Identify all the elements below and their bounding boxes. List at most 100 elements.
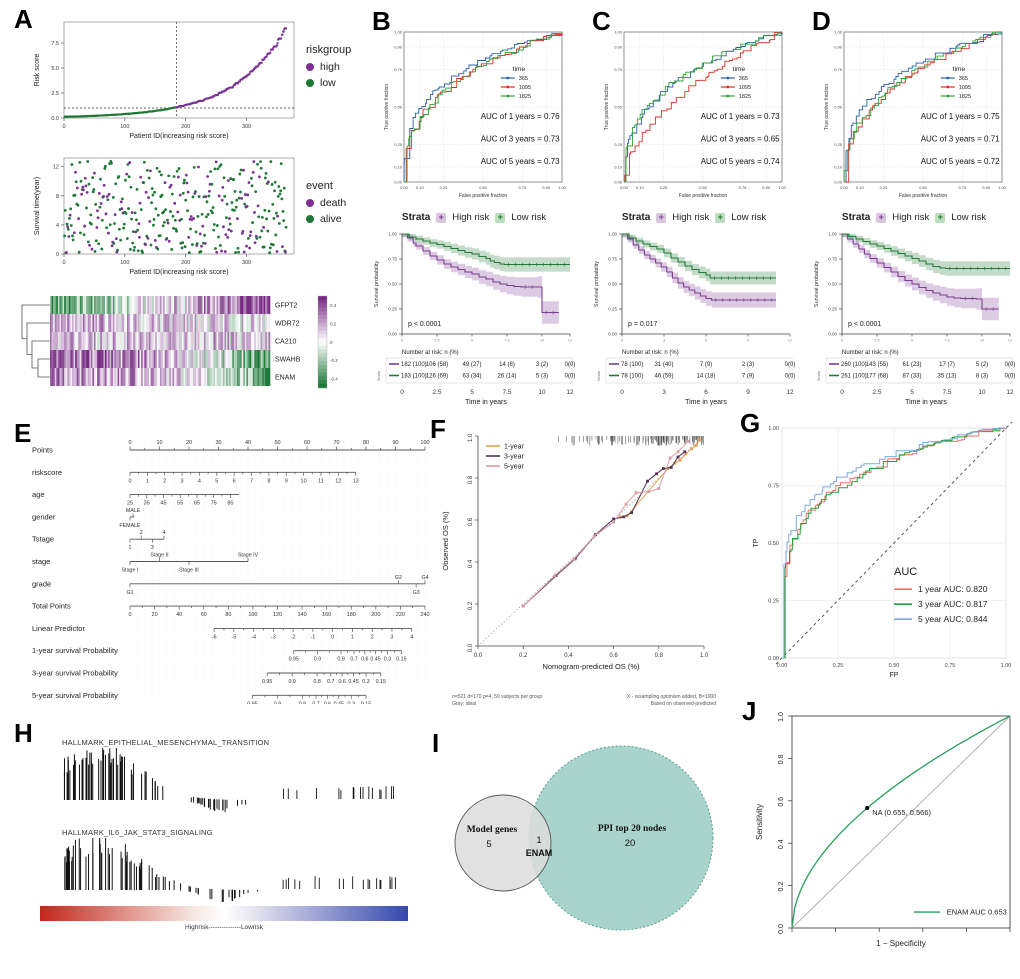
svg-text:Model genes: Model genes [467,825,518,835]
svg-text:0.00: 0.00 [394,180,403,185]
svg-text:TP: TP [753,538,760,547]
death-dot [306,199,314,207]
riskgroup-legend: riskgroup high low [306,44,351,91]
svg-text:365: 365 [739,76,748,82]
svg-text:0.75: 0.75 [388,257,397,262]
svg-text:0.50: 0.50 [699,185,708,190]
svg-text:2.5: 2.5 [51,91,59,97]
gsea-set2-title: HALLMARK_IL6_JAK_STAT3_SIGNALING [62,828,213,837]
svg-text:G2: G2 [395,575,402,581]
strata-title: Strata [401,212,431,223]
svg-text:0.45: 0.45 [370,657,380,663]
svg-text:10: 10 [980,339,984,343]
svg-text:5: 5 [486,839,491,850]
svg-text:0.25: 0.25 [880,185,889,190]
svg-text:time: time [953,66,966,73]
strata-legend-d: Strata + High risk + Low risk [814,212,1014,223]
svg-text:0.6: 0.6 [778,797,785,807]
panel-i-label: I [432,728,440,758]
svg-text:0: 0 [620,389,624,396]
svg-text:0.00: 0.00 [608,332,617,337]
svg-text:0: 0 [621,339,623,343]
svg-text:10: 10 [156,440,162,446]
svg-text:0.25: 0.25 [833,663,844,669]
svg-text:0.8: 0.8 [313,679,320,685]
svg-text:0.00: 0.00 [400,185,409,190]
svg-text:180: 180 [347,612,356,618]
high-risk-key-icon: + [876,212,887,223]
calibration-footnote-left: n=521 d=170 p=4, 50 subjects per group G… [452,694,542,707]
svg-text:0.50: 0.50 [479,185,488,190]
svg-text:NA (0.655, 0.566): NA (0.655, 0.566) [872,808,931,817]
roc-curve-chart-d: 0.000.00 0.10 0.10 0.25 0.25 0.50 0.50 0.75 0.75… [824,30,1007,200]
svg-text:100: 100 [248,612,257,618]
svg-text:75: 75 [211,501,217,507]
event-legend: event death alive [306,180,346,227]
svg-text:12: 12 [788,339,792,343]
svg-text:MALE: MALE [126,508,141,514]
svg-text:0.75: 0.75 [608,257,617,262]
svg-text:60: 60 [201,612,207,618]
svg-text:0.50: 0.50 [834,105,843,110]
svg-text:100: 100 [420,440,429,446]
svg-text:FP: FP [890,672,899,679]
svg-text:0.25: 0.25 [768,599,779,605]
svg-text:0.45: 0.45 [334,701,344,704]
svg-text:True positive fraction: True positive fraction [824,84,830,130]
svg-text:2.5: 2.5 [432,389,441,396]
svg-text:0.75: 0.75 [768,484,779,490]
svg-text:0.6: 0.6 [361,657,368,663]
svg-text:Number at risk: n (%): Number at risk: n (%) [842,350,899,356]
svg-text:10: 10 [538,389,546,396]
svg-text:35: 35 [144,501,150,507]
svg-text:0.90: 0.90 [394,45,403,50]
panel-j-label: J [742,696,757,726]
svg-text:0(0): 0(0) [565,374,576,380]
svg-text:0.0: 0.0 [468,643,474,652]
svg-text:160: 160 [322,612,331,618]
svg-text:AUC of 1 years = 0.76: AUC of 1 years = 0.76 [481,112,560,121]
legend-item-high: high [306,59,351,75]
svg-text:0.10: 0.10 [614,165,623,170]
panel-f-label: F [430,414,446,444]
svg-text:True positive fraction: True positive fraction [384,84,390,130]
svg-text:1: 1 [129,545,132,551]
svg-text:Stage III: Stage III [179,568,199,574]
svg-text:Survival probability: Survival probability [374,261,380,307]
kaplan-meier-chart-d: 1.00 0.75 0.50 0.25 0.00 0 2.5 5 7.5 10 12 Survival… [814,232,1016,406]
svg-text:1.00: 1.00 [828,232,837,237]
legend-item-low: low [306,75,351,91]
svg-text:1.00: 1.00 [834,30,843,35]
svg-text:40: 40 [176,612,182,618]
svg-text:0.0: 0.0 [474,653,483,659]
svg-text:5: 5 [910,389,914,396]
svg-text:0.00: 0.00 [777,663,788,669]
svg-text:0.10: 0.10 [856,185,865,190]
svg-text:0.50: 0.50 [614,105,623,110]
gsea-barcode-1 [63,748,394,812]
svg-text:p < 0.0001: p < 0.0001 [408,321,441,328]
svg-text:3: 3 [663,339,665,343]
svg-text:0.90: 0.90 [762,185,771,190]
high-risk-key-icon: + [656,212,667,223]
svg-text:80: 80 [225,612,231,618]
svg-text:p < 0.0001: p < 0.0001 [848,321,881,328]
svg-text:-6: -6 [212,634,217,640]
svg-text:-4: -4 [251,634,256,640]
svg-text:17 (7): 17 (7) [939,362,955,368]
svg-text:0.50: 0.50 [828,282,837,287]
svg-text:2: 2 [140,530,143,536]
svg-text:0.95: 0.95 [262,679,272,685]
svg-text:1.00: 1.00 [768,426,779,432]
svg-text:5.0: 5.0 [51,66,59,72]
svg-text:0.90: 0.90 [834,45,843,50]
svg-text:0(0): 0(0) [1005,374,1016,380]
svg-text:3-year survival Probability: 3-year survival Probability [32,669,118,678]
svg-text:7.5: 7.5 [502,389,511,396]
legend-item-label: death [320,197,347,209]
svg-text:300: 300 [242,260,251,266]
svg-text:0.15: 0.15 [361,701,371,704]
svg-text:12: 12 [335,478,341,484]
nomogram-roc-chart: 0.000.00 0.25 0.25 0.50 0.50 0.75 0.75 1.00 1.00… [753,421,1013,679]
svg-text:PPI top 20 nodes: PPI top 20 nodes [598,824,667,834]
